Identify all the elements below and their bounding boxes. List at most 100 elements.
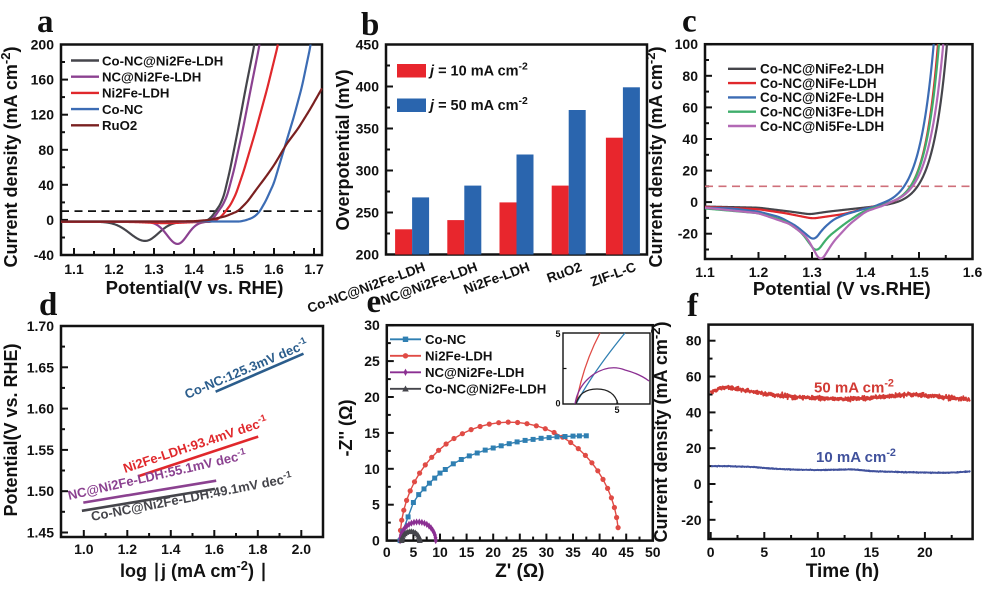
svg-text:Overpotential (mV): Overpotential (mV) (333, 69, 353, 230)
svg-text:2.0: 2.0 (292, 541, 312, 557)
svg-text:400: 400 (356, 79, 380, 95)
svg-text:Ni2Fe-LDH: Ni2Fe-LDH (425, 348, 492, 363)
svg-text:300: 300 (356, 163, 380, 179)
svg-text:1.1: 1.1 (64, 261, 84, 277)
svg-text:120: 120 (31, 107, 55, 123)
svg-text:c: c (682, 4, 697, 40)
svg-text:10: 10 (364, 461, 380, 477)
svg-text:0: 0 (383, 544, 391, 560)
svg-text:1.65: 1.65 (27, 359, 54, 375)
svg-text:Co-NC@NiFe2-LDH: Co-NC@NiFe2-LDH (760, 62, 884, 77)
svg-text:Co-NC: Co-NC (102, 102, 143, 117)
svg-text:20: 20 (686, 440, 702, 456)
svg-text:1.6: 1.6 (963, 264, 983, 280)
svg-text:5: 5 (372, 497, 380, 513)
svg-text:10 mA cm-2: 10 mA cm-2 (816, 447, 896, 466)
svg-text:1.2: 1.2 (104, 261, 124, 277)
svg-text:j = 50 mA cm-2: j = 50 mA cm-2 (428, 96, 528, 114)
svg-text:Potential (V vs.RHE): Potential (V vs.RHE) (753, 278, 931, 299)
svg-text:5: 5 (410, 544, 418, 560)
svg-text:20: 20 (485, 544, 501, 560)
svg-text:Co-NC@Ni2Fe-LDH: Co-NC@Ni2Fe-LDH (102, 53, 223, 68)
svg-text:log ∣j (mA cm-2) ∣: log ∣j (mA cm-2) ∣ (120, 558, 268, 582)
svg-text:f: f (687, 288, 699, 324)
svg-text:ZIF-L-C: ZIF-L-C (588, 259, 638, 289)
svg-text:-20: -20 (681, 512, 701, 528)
svg-text:1.0: 1.0 (74, 541, 94, 557)
svg-text:20: 20 (364, 389, 380, 405)
svg-text:5: 5 (614, 405, 619, 415)
svg-text:d: d (39, 287, 57, 323)
svg-text:1.6: 1.6 (205, 541, 225, 557)
svg-text:Ni2Fe-LDH: Ni2Fe-LDH (102, 86, 169, 101)
svg-text:1.8: 1.8 (248, 541, 268, 557)
svg-text:RuO2: RuO2 (102, 118, 137, 133)
svg-text:1.7: 1.7 (304, 261, 324, 277)
svg-text:20: 20 (682, 163, 698, 179)
svg-text:Potential(V vs. RHE): Potential(V vs. RHE) (106, 277, 284, 298)
svg-text:-20: -20 (678, 226, 698, 242)
svg-text:1.60: 1.60 (27, 401, 54, 417)
svg-text:Co-NC@Ni2Fe-LDH: Co-NC@Ni2Fe-LDH (760, 90, 884, 105)
svg-text:35: 35 (565, 544, 581, 560)
svg-text:20: 20 (917, 544, 933, 560)
svg-text:1.4: 1.4 (161, 541, 181, 557)
svg-text:60: 60 (686, 369, 702, 385)
svg-text:250: 250 (356, 205, 380, 221)
svg-text:Current density (mA cm-2): Current density (mA cm-2) (0, 47, 21, 268)
svg-text:Co-NC:125.3mV dec-1: Co-NC:125.3mV dec-1 (181, 334, 310, 402)
svg-text:0: 0 (694, 476, 702, 492)
svg-text:15: 15 (364, 425, 380, 441)
svg-text:40: 40 (682, 131, 698, 147)
svg-text:5: 5 (760, 544, 768, 560)
svg-text:100: 100 (675, 36, 699, 52)
svg-text:160: 160 (31, 72, 55, 88)
svg-text:1.3: 1.3 (802, 264, 822, 280)
svg-text:j = 10 mA cm-2: j = 10 mA cm-2 (428, 62, 528, 80)
svg-text:0: 0 (46, 212, 54, 228)
svg-text:-Z'' (Ω): -Z'' (Ω) (336, 400, 356, 457)
svg-text:350: 350 (356, 121, 380, 137)
svg-text:80: 80 (686, 333, 702, 349)
svg-text:1.70: 1.70 (27, 318, 54, 334)
svg-text:1.6: 1.6 (264, 261, 284, 277)
svg-text:1.3: 1.3 (144, 261, 164, 277)
svg-text:Time (h): Time (h) (806, 561, 880, 582)
svg-text:25: 25 (512, 544, 528, 560)
svg-text:Potential(V vs. RHE): Potential(V vs. RHE) (1, 343, 21, 516)
svg-text:0: 0 (555, 399, 560, 409)
svg-text:45: 45 (618, 544, 634, 560)
svg-text:80: 80 (682, 68, 698, 84)
svg-text:40: 40 (592, 544, 608, 560)
svg-text:200: 200 (356, 247, 380, 263)
svg-text:-40: -40 (34, 247, 54, 263)
svg-text:RuO2: RuO2 (545, 259, 584, 285)
svg-text:40: 40 (686, 404, 702, 420)
svg-text:1.2: 1.2 (118, 541, 138, 557)
svg-text:10: 10 (810, 544, 826, 560)
svg-text:Co-NC@Ni2Fe-LDH: Co-NC@Ni2Fe-LDH (425, 381, 546, 396)
svg-text:Co-NC@Ni3Fe-LDH: Co-NC@Ni3Fe-LDH (760, 105, 884, 120)
svg-text:15: 15 (459, 544, 475, 560)
svg-text:1.2: 1.2 (749, 264, 769, 280)
svg-text:50: 50 (645, 544, 661, 560)
svg-text:Z' (Ω): Z' (Ω) (495, 561, 544, 582)
svg-text:1.4: 1.4 (856, 264, 876, 280)
svg-text:15: 15 (864, 544, 880, 560)
svg-text:10: 10 (432, 544, 448, 560)
svg-text:Co-NC: Co-NC (425, 332, 466, 347)
svg-text:450: 450 (356, 37, 380, 53)
svg-text:40: 40 (38, 177, 54, 193)
svg-text:5: 5 (555, 329, 560, 339)
svg-text:1.1: 1.1 (695, 264, 715, 280)
svg-text:60: 60 (682, 99, 698, 115)
svg-text:Current density (mA cm-2): Current density (mA cm-2) (643, 47, 666, 268)
svg-text:200: 200 (31, 37, 55, 53)
svg-text:Co-NC@NiFe-LDH: Co-NC@NiFe-LDH (760, 76, 877, 91)
svg-text:1.4: 1.4 (184, 261, 204, 277)
svg-text:30: 30 (364, 317, 380, 333)
svg-text:a: a (37, 4, 54, 40)
svg-text:NC@Ni2Fe-LDH: NC@Ni2Fe-LDH (425, 365, 524, 380)
svg-text:0: 0 (690, 194, 698, 210)
svg-text:1.50: 1.50 (27, 483, 54, 499)
